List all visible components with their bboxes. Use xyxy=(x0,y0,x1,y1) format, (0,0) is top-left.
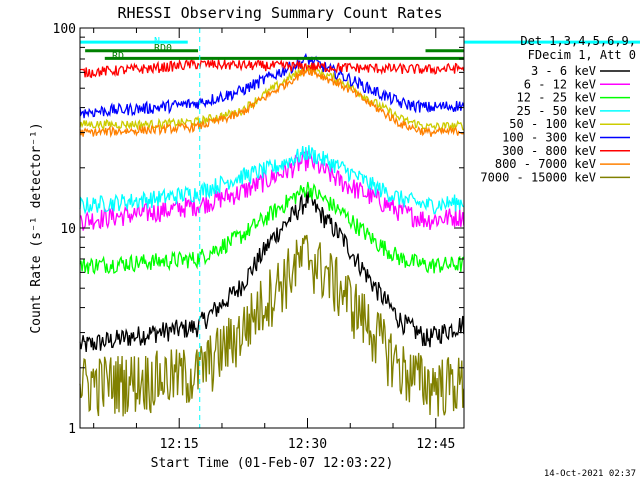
legend-label-9: 7000 - 15000 keV xyxy=(480,170,596,184)
y-tick-label: 1 xyxy=(68,422,76,437)
legend-label-5: 50 - 100 keV xyxy=(509,117,596,131)
x-axis-label: Start Time (01-Feb-07 12:03:22) xyxy=(151,456,394,471)
legend-header-line-1: Det 1,3,4,5,6,9, xyxy=(520,34,636,48)
plot-timestamp: 14-Oct-2021 02:37 xyxy=(544,469,636,479)
series-line-1 xyxy=(79,191,465,352)
series-line-8 xyxy=(79,66,464,138)
series-line-2 xyxy=(79,150,465,231)
y-tick-label: 10 xyxy=(60,222,76,237)
annotation-rd0: RD0 xyxy=(154,43,172,54)
x-tick-label: 12:45 xyxy=(416,437,455,452)
x-tick-label: 12:30 xyxy=(288,437,327,452)
legend-header-line-2: FDecim 1, Att 0 xyxy=(528,48,636,62)
series-line-4 xyxy=(79,145,465,215)
series-line-6 xyxy=(79,52,465,119)
series-line-9 xyxy=(79,234,465,417)
legend-label-7: 300 - 800 keV xyxy=(502,144,596,158)
chart-title: RHESSI Observing Summary Count Rates xyxy=(117,4,442,22)
y-axis-label: Count Rate (s⁻¹ detector⁻¹) xyxy=(29,122,44,333)
axis-layer: 12:15 12:30 12:45 1 10 100 xyxy=(53,22,464,452)
legend-label-4: 25 - 50 keV xyxy=(517,104,596,118)
y-tick-label: 100 xyxy=(53,22,76,37)
annotation-rd: RD xyxy=(112,51,124,62)
annotation-n: N xyxy=(154,36,160,47)
legend-label-2: 6 - 12 keV xyxy=(524,77,596,91)
series-layer xyxy=(79,52,465,417)
legend-label-3: 12 - 25 keV xyxy=(517,91,596,105)
series-line-7 xyxy=(79,58,465,79)
legend-label-1: 3 - 6 keV xyxy=(531,64,596,78)
legend-label-6: 100 - 300 keV xyxy=(502,131,596,145)
series-line-3 xyxy=(79,181,464,275)
x-tick-label: 12:15 xyxy=(160,437,199,452)
series-line-5 xyxy=(79,63,464,132)
legend-label-8: 800 - 7000 keV xyxy=(495,157,596,171)
